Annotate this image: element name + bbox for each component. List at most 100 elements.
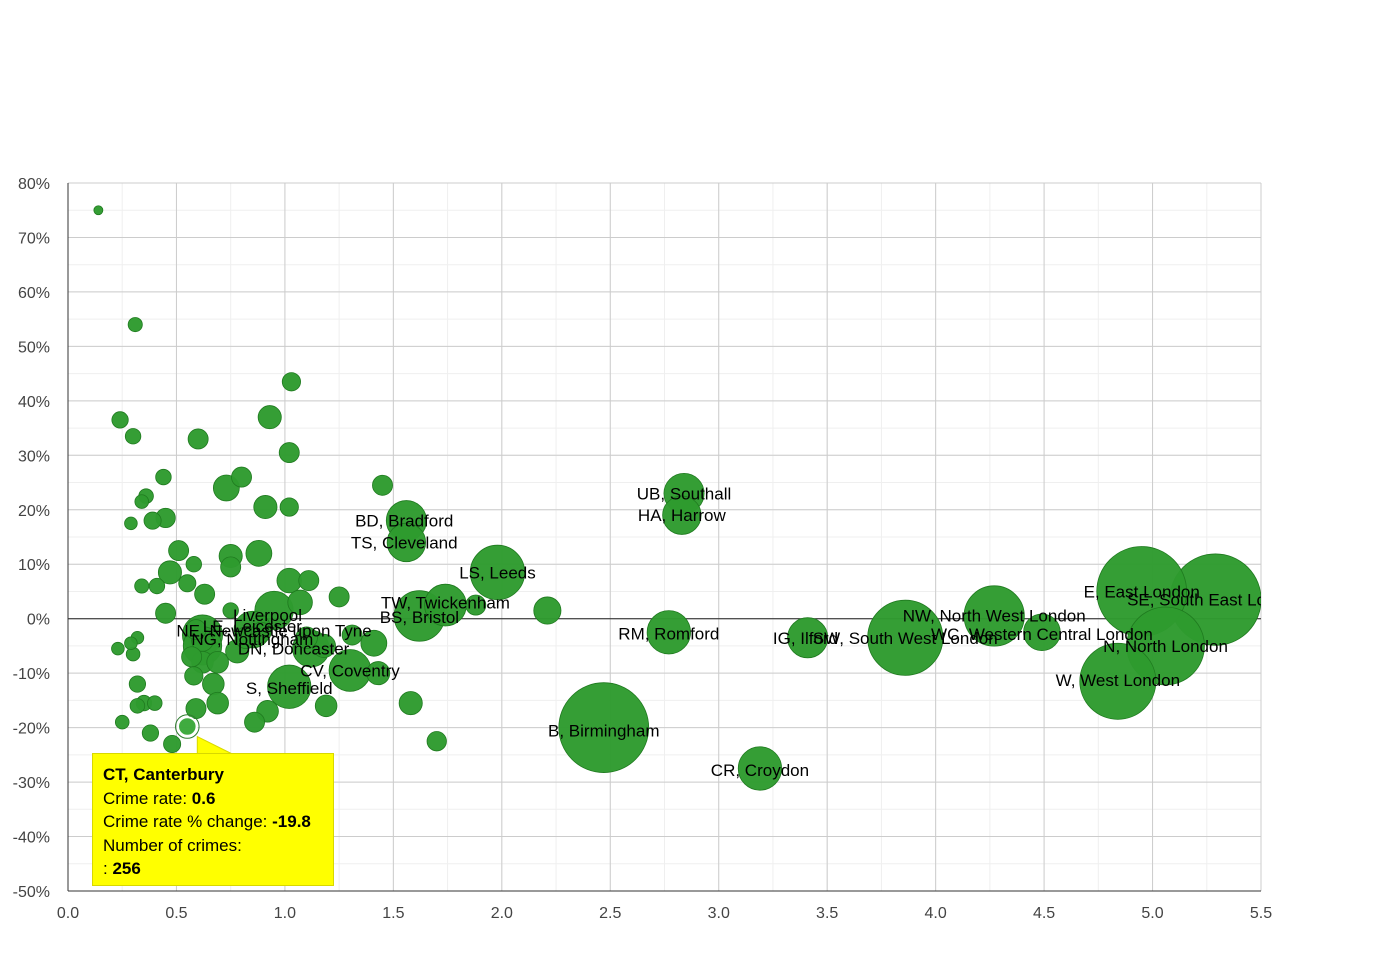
y-tick-label: 50% <box>18 339 50 356</box>
bubble[interactable] <box>220 556 242 578</box>
bubble[interactable] <box>206 691 229 715</box>
bubble[interactable] <box>114 714 130 730</box>
bubble[interactable] <box>231 466 252 488</box>
y-tick-label: -40% <box>13 830 50 847</box>
bubble[interactable] <box>298 570 320 592</box>
bubble[interactable] <box>867 599 944 676</box>
bubble[interactable] <box>157 560 182 585</box>
bubble[interactable] <box>134 578 150 594</box>
bubble-label: LE, Leicester <box>203 617 303 636</box>
bubble[interactable] <box>276 567 302 594</box>
bubble[interactable] <box>148 577 166 595</box>
bubble[interactable] <box>278 442 300 464</box>
x-tick-label: 1.5 <box>382 905 404 922</box>
bubble[interactable] <box>533 596 562 625</box>
bubble[interactable] <box>398 691 423 716</box>
bubble-label: W, West London <box>1056 671 1180 690</box>
bubble-label: N, North London <box>1103 637 1228 656</box>
bubble[interactable] <box>787 617 829 659</box>
bubble[interactable] <box>147 695 163 711</box>
bubble-label: DN, Doncaster <box>238 640 350 659</box>
bubble[interactable] <box>155 602 177 624</box>
x-tick-label: 4.0 <box>925 905 947 922</box>
bubble[interactable] <box>366 661 391 686</box>
bubble[interactable] <box>124 516 138 531</box>
bubble[interactable] <box>465 594 487 616</box>
tooltip-change: Crime rate % change: -19.8 <box>103 812 311 831</box>
grid <box>67 182 1262 892</box>
bubble[interactable] <box>177 716 198 737</box>
bubble[interactable] <box>250 621 272 643</box>
y-tick-label: 80% <box>18 176 50 193</box>
bubble[interactable] <box>281 372 301 392</box>
y-tick-label: -30% <box>13 775 50 792</box>
bubble[interactable] <box>469 544 526 601</box>
bubble-label: WC, Western Central London <box>931 625 1153 644</box>
bubble[interactable] <box>267 664 312 709</box>
bubble[interactable] <box>279 497 299 517</box>
bubble[interactable] <box>360 629 388 657</box>
bubble[interactable] <box>206 651 229 674</box>
bubble-label: CR, Croydon <box>711 761 809 780</box>
bubble[interactable] <box>124 428 142 445</box>
bubble[interactable] <box>111 641 125 656</box>
bubble[interactable] <box>143 511 162 530</box>
bubble[interactable] <box>185 556 202 573</box>
y-tick-label: 70% <box>18 230 50 247</box>
bubble[interactable] <box>202 672 225 696</box>
bubble[interactable] <box>386 522 427 563</box>
bubble[interactable] <box>129 698 146 714</box>
tooltip-arrow <box>196 735 233 755</box>
bubble-label: BS, Bristol <box>380 608 459 627</box>
bubble[interactable] <box>253 495 278 520</box>
bubble[interactable] <box>184 666 204 686</box>
bubble[interactable] <box>245 539 273 567</box>
x-tick-label: 3.0 <box>708 905 730 922</box>
bubble[interactable] <box>222 602 239 619</box>
bubble-labels: UB, Southall HA, Harrow BD, Bradford TS, Cl… <box>176 484 1304 780</box>
bubble[interactable] <box>328 586 350 608</box>
bubble[interactable] <box>257 405 282 430</box>
bubble[interactable] <box>963 585 1025 647</box>
bubble[interactable] <box>194 583 216 605</box>
bubble[interactable] <box>185 619 207 641</box>
y-tick-label: 40% <box>18 394 50 411</box>
bubble[interactable] <box>1079 642 1157 720</box>
bubble[interactable] <box>155 468 172 486</box>
bubble-label: SE, South East London <box>1127 591 1304 610</box>
bubble[interactable] <box>141 724 160 742</box>
bubble[interactable] <box>128 675 147 693</box>
tooltip-count: : 256 <box>103 859 141 878</box>
bubble[interactable] <box>646 610 691 655</box>
tooltip-pointer <box>196 735 233 755</box>
bubble[interactable] <box>111 411 129 429</box>
bubble[interactable] <box>426 731 447 752</box>
bubble[interactable] <box>244 711 265 733</box>
tooltip-rate: Crime rate: 0.6 <box>103 788 216 808</box>
bubble[interactable] <box>662 495 702 535</box>
bubble[interactable] <box>178 574 197 593</box>
bubble[interactable] <box>341 624 363 646</box>
bubble[interactable] <box>295 626 318 650</box>
bubble[interactable] <box>168 540 190 562</box>
bubble[interactable] <box>1023 613 1061 652</box>
bubble[interactable] <box>287 589 313 616</box>
bubble[interactable] <box>163 734 182 753</box>
bubble[interactable] <box>737 746 783 791</box>
tooltip-count-label: Number of crimes: <box>103 835 242 855</box>
bubble[interactable] <box>124 636 138 650</box>
bubble[interactable] <box>558 682 650 773</box>
tooltip: CT, Canterbury Crime rate: 0.6 Crime rat… <box>92 753 334 886</box>
bubble-label: HA, Harrow <box>638 506 727 525</box>
tooltip-title: CT, Canterbury <box>103 765 224 784</box>
bubble[interactable] <box>134 494 150 509</box>
bubble[interactable] <box>127 317 143 333</box>
bubble[interactable] <box>187 428 209 450</box>
bubble[interactable] <box>185 698 207 719</box>
bubble[interactable] <box>314 694 338 718</box>
bubble[interactable] <box>181 646 203 668</box>
bubble-label: RM, Romford <box>618 624 719 643</box>
bubble[interactable] <box>93 205 104 216</box>
bubble[interactable] <box>372 474 393 496</box>
bubble-label: SW, South West London <box>813 629 998 648</box>
